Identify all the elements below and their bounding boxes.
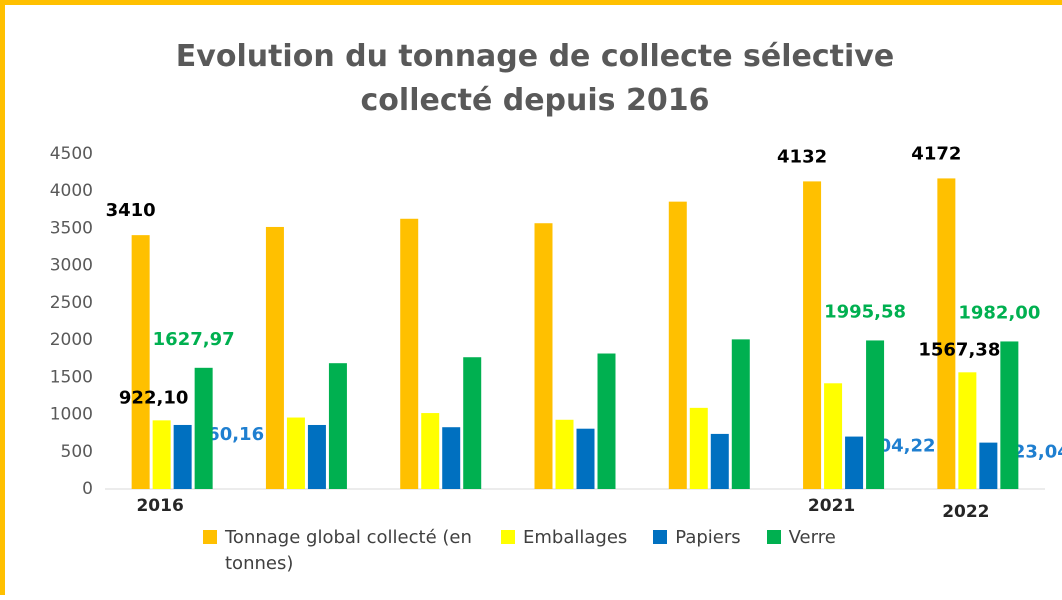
chart: 0 500 1000 1500 2000 2500 3000 3500 4000 4500 2016… [50,143,1062,522]
y-tick-label: 2500 [50,293,93,313]
x-tick-label: 2021 [808,496,855,516]
value-label: 4132 [777,146,827,167]
value-label: 1982,00 [958,302,1040,323]
bar [421,413,440,489]
legend: Tonnage global collecté (en tonnes) Embal… [203,525,836,577]
legend-item: Tonnage global collecté (en tonnes) [203,525,475,577]
bar [328,363,347,489]
bar [710,433,729,489]
legend-label: Tonnage global collecté (en tonnes) [225,527,472,574]
bar [668,201,687,489]
y-tick-label: 4000 [50,181,93,201]
legend-item: Emballages [501,525,627,577]
y-tick-label: 4500 [50,144,93,164]
bar [597,353,616,489]
value-label: 3410 [106,200,156,221]
bar [194,367,213,489]
bar [534,223,553,489]
y-tick-label: 1500 [50,367,93,387]
bar [803,181,822,489]
value-label: 1995,58 [824,301,906,322]
bar [937,178,956,489]
y-tick-label: 2000 [50,330,93,350]
legend-swatch [203,530,217,544]
value-label: 1567,38 [918,339,1000,360]
chart-title: Evolution du tonnage de collecte sélecti… [175,39,895,118]
bar [555,419,574,489]
bar [173,424,192,489]
legend-swatch [501,530,515,544]
bar [731,339,750,489]
bar [845,436,864,489]
bar [576,428,595,489]
legend-swatch [766,530,781,544]
value-label: 1627,97 [153,329,235,350]
legend-item: Verre [766,525,836,577]
y-tick-label: 1000 [50,405,93,425]
bar [286,417,305,489]
legend-item: Papiers [653,525,741,577]
bar [958,372,977,489]
bar [307,424,326,489]
y-tick-label: 3500 [50,218,93,238]
bar [1000,341,1019,489]
legend-label: Papiers [675,527,741,548]
x-tick-label: 2022 [942,502,989,522]
y-tick-label: 500 [61,442,93,462]
legend-swatch [653,530,668,544]
bar [265,226,284,489]
bar [131,235,150,489]
y-tick-label: 3000 [50,256,93,276]
bar [400,218,419,489]
y-tick-label: 0 [82,479,93,499]
value-label: 922,10 [119,387,188,408]
legend-label: Emballages [523,527,628,548]
bar [442,427,461,489]
bar [979,442,998,489]
bar [689,407,708,489]
bar [463,357,482,489]
bar [866,340,885,489]
x-tick-label: 2016 [136,496,183,516]
bar [152,420,171,489]
bar [824,383,843,489]
legend-label: Verre [788,527,836,548]
value-label: 4172 [911,143,961,164]
